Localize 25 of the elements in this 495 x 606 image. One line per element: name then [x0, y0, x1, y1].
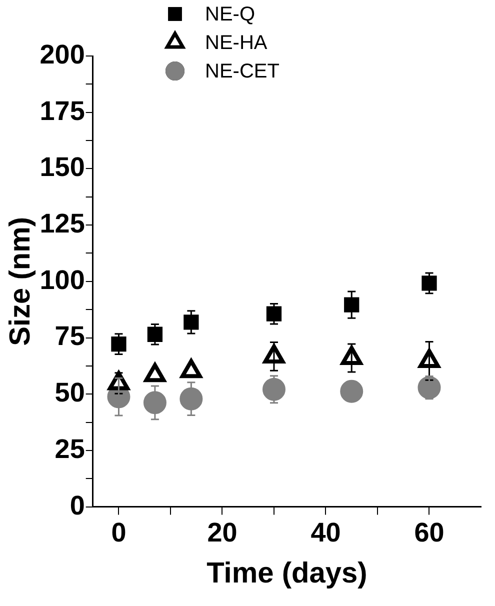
legend-label: NE-Q: [205, 4, 255, 26]
x-axis-title: Time (days): [206, 558, 368, 590]
legend-label: NE-HA: [205, 32, 268, 54]
y-tick-label: 175: [40, 96, 85, 126]
y-tick-label: 50: [54, 378, 85, 408]
x-tick-label: 0: [111, 517, 126, 548]
y-tick-label: 0: [70, 490, 85, 520]
x-tick-label: 40: [310, 517, 341, 548]
y-tick-label: 150: [40, 152, 85, 182]
point: [422, 276, 437, 291]
point: [184, 314, 199, 330]
legend-label: NE-CET: [205, 60, 280, 83]
y-tick-label: 100: [40, 264, 85, 295]
y-tick-label: 75: [54, 321, 85, 352]
x-tick-label: 60: [414, 517, 444, 548]
y-axis-title: Size (nm): [4, 216, 36, 346]
y-tick-label: 200: [40, 39, 85, 70]
point: [143, 391, 166, 414]
x-tick-label: 20: [207, 517, 238, 548]
y-tick-label: 25: [54, 434, 85, 464]
point: [262, 378, 286, 401]
point: [340, 380, 364, 403]
point: [180, 387, 203, 410]
point: [111, 336, 126, 352]
y-tick-label: 125: [40, 208, 85, 239]
